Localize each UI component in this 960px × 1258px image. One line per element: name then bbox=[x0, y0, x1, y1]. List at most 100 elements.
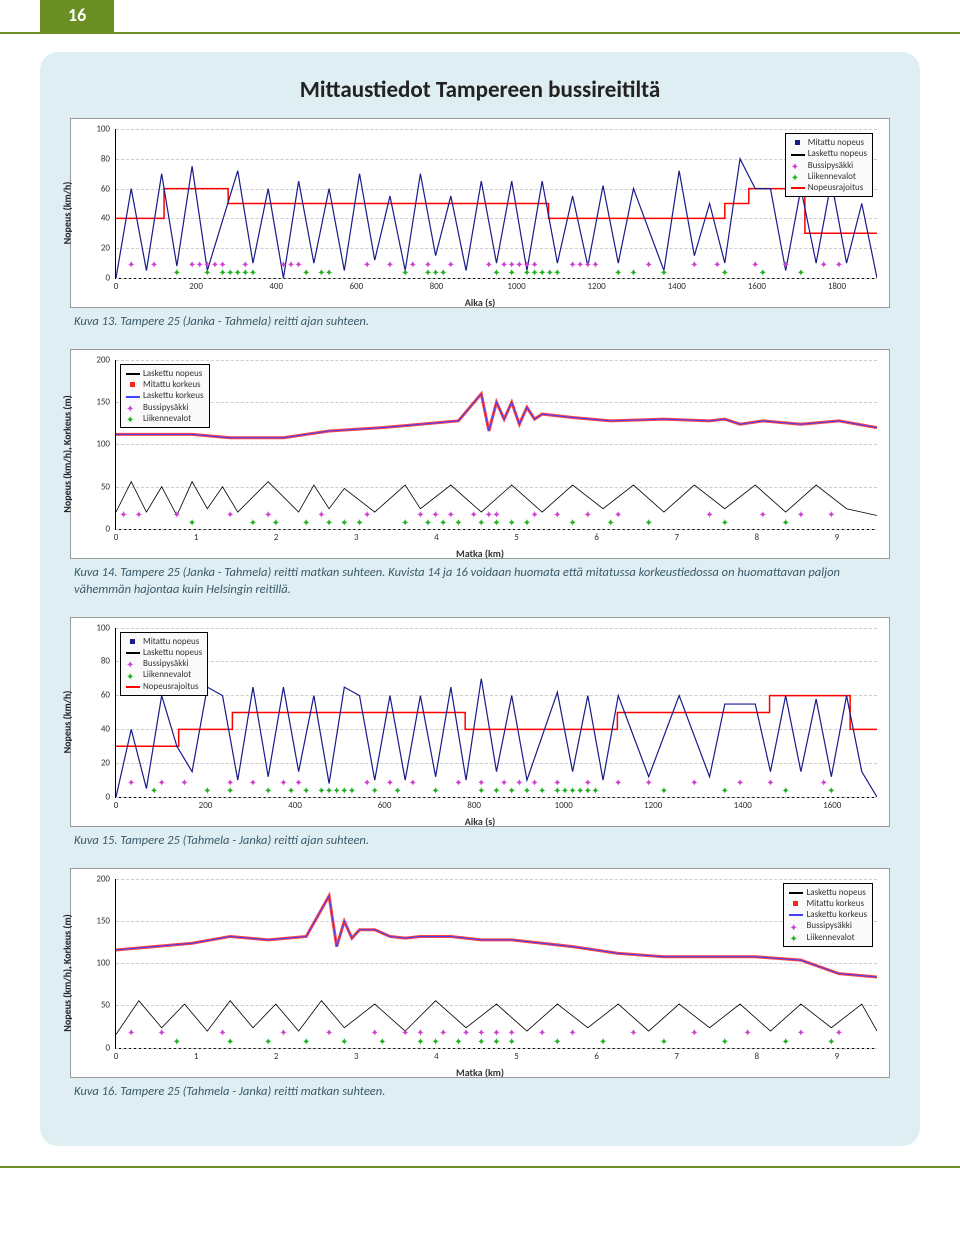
xtick: 2 bbox=[274, 1051, 279, 1062]
xtick: 4 bbox=[434, 1051, 439, 1062]
xtick: 400 bbox=[288, 800, 302, 811]
xtick: 800 bbox=[430, 281, 444, 292]
ytick: 40 bbox=[86, 724, 110, 735]
ytick: 80 bbox=[86, 153, 110, 164]
chart14-ylabel: Nopeus (km/h), Korkeus (m) bbox=[61, 395, 74, 512]
caption-13: Kuva 13. Tampere 25 (Janka - Tahmela) re… bbox=[74, 314, 886, 331]
caption-15: Kuva 15. Tampere 25 (Tahmela - Janka) re… bbox=[74, 833, 886, 850]
ytick: 0 bbox=[86, 1042, 110, 1053]
legend-label: Bussipysäkki bbox=[143, 658, 188, 669]
xtick: 0 bbox=[114, 800, 119, 811]
ytick: 60 bbox=[86, 690, 110, 701]
xtick: 600 bbox=[349, 281, 363, 292]
legend-label: Liikennevalot bbox=[143, 669, 191, 680]
ytick: 100 bbox=[86, 622, 110, 633]
xtick: 2 bbox=[274, 532, 279, 543]
legend-label: Nopeusrajoitus bbox=[808, 182, 864, 193]
caption-14: Kuva 14. Tampere 25 (Janka - Tahmela) re… bbox=[74, 565, 886, 599]
legend-label: Liikennevalot bbox=[808, 171, 856, 182]
legend-label: Bussipysäkki bbox=[808, 160, 853, 171]
xtick: 5 bbox=[514, 532, 519, 543]
xtick: 1600 bbox=[823, 800, 841, 811]
chart13-ylabel: Nopeus (km/h) bbox=[61, 182, 74, 245]
xtick: 200 bbox=[199, 800, 213, 811]
ytick: 20 bbox=[86, 757, 110, 768]
xtick: 0 bbox=[114, 1051, 119, 1062]
xtick: 8 bbox=[755, 1051, 760, 1062]
xtick: 1400 bbox=[668, 281, 686, 292]
legend-label: Bussipysäkki bbox=[806, 920, 851, 931]
legend-label: Mitattu korkeus bbox=[806, 898, 864, 909]
chart-16: Nopeus (km/h), Korkeus (m) 0501001502000… bbox=[70, 868, 890, 1078]
xtick: 1400 bbox=[734, 800, 752, 811]
legend-label: Mitattu nopeus bbox=[143, 636, 199, 647]
chart16-xlabel: Matka (km) bbox=[456, 1066, 504, 1079]
legend-label: Laskettu nopeus bbox=[808, 148, 867, 159]
xtick: 7 bbox=[674, 532, 679, 543]
legend: Laskettu nopeusMitattu korkeusLaskettu k… bbox=[120, 364, 210, 428]
xtick: 0 bbox=[114, 532, 119, 543]
caption-16: Kuva 16. Tampere 25 (Tahmela - Janka) re… bbox=[74, 1084, 886, 1101]
figure-15: Nopeus (km/h) 02040608010002004006008001… bbox=[70, 617, 890, 850]
figure-13: Nopeus (km/h) 02040608010002004006008001… bbox=[70, 118, 890, 331]
ytick: 80 bbox=[86, 656, 110, 667]
xtick: 6 bbox=[594, 1051, 599, 1062]
ytick: 50 bbox=[86, 1000, 110, 1011]
xtick: 1800 bbox=[828, 281, 846, 292]
xtick: 1200 bbox=[588, 281, 606, 292]
xtick: 7 bbox=[674, 1051, 679, 1062]
legend-label: Liikennevalot bbox=[143, 413, 191, 424]
legend: Mitattu nopeusLaskettu nopeus✦Bussipysäk… bbox=[120, 632, 208, 696]
xtick: 0 bbox=[114, 281, 119, 292]
legend-label: Laskettu nopeus bbox=[143, 368, 202, 379]
chart14-xlabel: Matka (km) bbox=[456, 547, 504, 560]
legend-label: Laskettu nopeus bbox=[143, 647, 202, 658]
xtick: 1 bbox=[194, 1051, 199, 1062]
chart-14: Nopeus (km/h), Korkeus (m) 0501001502000… bbox=[70, 349, 890, 559]
content-panel: Mittaustiedot Tampereen bussireitiltä No… bbox=[40, 52, 920, 1146]
xtick: 9 bbox=[835, 1051, 840, 1062]
ytick: 150 bbox=[86, 915, 110, 926]
ytick: 0 bbox=[86, 791, 110, 802]
ytick: 150 bbox=[86, 397, 110, 408]
xtick: 5 bbox=[514, 1051, 519, 1062]
ytick: 40 bbox=[86, 213, 110, 224]
chart14-plot: 0501001502000123456789✦✦✦✦✦✦✦✦✦✦✦✦✦✦✦✦✦✦… bbox=[115, 360, 877, 530]
footer-line bbox=[0, 1166, 960, 1168]
legend-label: Laskettu korkeus bbox=[143, 390, 204, 401]
xtick: 1000 bbox=[507, 281, 525, 292]
xtick: 8 bbox=[755, 532, 760, 543]
xtick: 1 bbox=[194, 532, 199, 543]
ytick: 0 bbox=[86, 523, 110, 534]
legend: Laskettu nopeusMitattu korkeusLaskettu k… bbox=[783, 883, 873, 947]
legend-label: Nopeusrajoitus bbox=[143, 681, 199, 692]
legend-label: Laskettu nopeus bbox=[806, 887, 865, 898]
legend-label: Laskettu korkeus bbox=[806, 909, 867, 920]
xtick: 200 bbox=[189, 281, 203, 292]
ytick: 200 bbox=[86, 354, 110, 365]
legend-label: Liikennevalot bbox=[806, 932, 854, 943]
chart-13: Nopeus (km/h) 02040608010002004006008001… bbox=[70, 118, 890, 308]
legend-label: Mitattu korkeus bbox=[143, 379, 201, 390]
xtick: 1000 bbox=[555, 800, 573, 811]
chart15-ylabel: Nopeus (km/h) bbox=[61, 690, 74, 753]
xtick: 3 bbox=[354, 1051, 359, 1062]
figure-16: Nopeus (km/h), Korkeus (m) 0501001502000… bbox=[70, 868, 890, 1101]
legend-label: Bussipysäkki bbox=[143, 402, 188, 413]
page-number-tab: 16 bbox=[40, 0, 114, 32]
legend: Mitattu nopeusLaskettu nopeus✦Bussipysäk… bbox=[785, 133, 873, 197]
xtick: 9 bbox=[835, 532, 840, 543]
chart16-ylabel: Nopeus (km/h), Korkeus (m) bbox=[61, 914, 74, 1031]
xtick: 400 bbox=[269, 281, 283, 292]
legend-label: Mitattu nopeus bbox=[808, 137, 864, 148]
ytick: 100 bbox=[86, 439, 110, 450]
xtick: 6 bbox=[594, 532, 599, 543]
xtick: 3 bbox=[354, 532, 359, 543]
chart13-plot: 0204060801000200400600800100012001400160… bbox=[115, 129, 877, 279]
ytick: 50 bbox=[86, 481, 110, 492]
ytick: 20 bbox=[86, 243, 110, 254]
chart-15: Nopeus (km/h) 02040608010002004006008001… bbox=[70, 617, 890, 827]
ytick: 0 bbox=[86, 273, 110, 284]
ytick: 100 bbox=[86, 958, 110, 969]
xtick: 4 bbox=[434, 532, 439, 543]
